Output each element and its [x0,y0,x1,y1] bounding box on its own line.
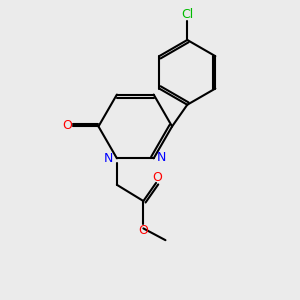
Text: N: N [104,152,113,165]
Text: O: O [62,119,72,132]
Text: N: N [157,151,167,164]
Text: O: O [138,224,148,237]
Text: Cl: Cl [181,8,194,21]
Text: O: O [153,170,163,184]
